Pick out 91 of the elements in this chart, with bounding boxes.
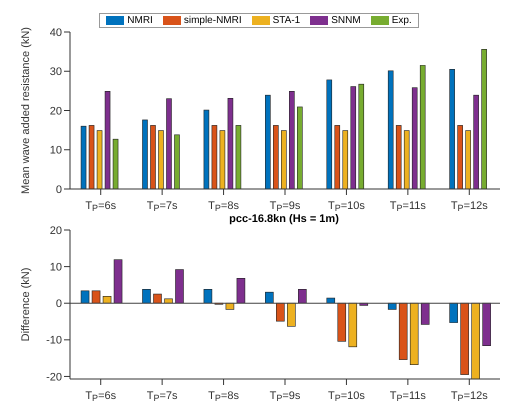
bar [80,126,86,189]
bar [350,86,356,189]
bar [410,302,418,366]
x-tick-label: T$_{P}$=7s [146,200,178,214]
bar [396,125,402,189]
bar [457,125,463,189]
x-tick-label: T$_{P}$=10s [328,200,366,214]
x-tick-label: T$_{P}$=12s [450,200,488,214]
y-axis-title: Mean wave added resistance (kN) [20,27,32,194]
bar [420,65,426,189]
bar [287,302,296,327]
bar [326,80,332,189]
bar [158,130,164,189]
bar [212,125,218,189]
bar [112,138,118,189]
bar [150,125,156,189]
x-tick-label: T$_{P}$=6s [85,390,117,404]
y-axis-title: Difference (kN) [20,268,32,342]
bar [412,87,418,189]
bar [471,302,480,379]
bar [398,302,408,360]
bar [174,134,180,189]
bar [420,302,430,325]
bar [80,290,90,304]
bar [142,120,148,189]
y-tick-label: -20 [46,371,62,384]
x-tick-label: T$_{P}$=11s [390,200,426,214]
x-tick-label: T$_{P}$=8s [208,200,240,214]
x-tick-label: T$_{P}$=9s [270,390,301,404]
bar [404,130,410,189]
bar [388,302,396,310]
bar [166,98,172,189]
y-tick-label: 20 [50,224,62,237]
bar [342,130,348,189]
y-tick-label: 0 [56,298,62,310]
bar [297,106,303,189]
bar [104,90,110,189]
legend-label: NMRI [126,15,153,26]
legend-label: SNNM [330,15,361,26]
y-tick-label: 40 [50,26,62,39]
bar [92,290,100,304]
x-tick-label: T$_{P}$=10s [328,390,366,404]
bar [236,125,242,189]
bar [337,302,346,342]
bar [298,289,307,304]
bar [473,94,479,189]
bar [228,98,234,189]
bar [204,289,212,304]
bar [334,125,340,189]
bar [482,302,491,346]
bar [88,125,94,189]
bar [388,70,394,189]
bar [265,292,274,304]
x-tick-label: T$_{P}$=9s [270,200,301,214]
x-tick-label: T$_{P}$=6s [85,200,117,214]
bar [220,130,226,189]
bar [348,302,358,348]
legend-label: STA-1 [272,15,300,26]
bar [449,68,455,189]
legend-label: simple-NMRI [182,15,242,26]
y-tick-label: 30 [50,66,62,78]
x-tick-label: T$_{P}$=8s [208,390,240,404]
y-tick-label: -10 [46,334,62,347]
x-tick-label: T$_{P}$=11s [390,390,426,404]
y-tick-label: 10 [50,262,62,274]
bar [276,302,285,322]
bar [289,90,295,189]
bar [273,125,279,189]
bar [96,130,102,189]
x-tick-label: T$_{P}$=12s [450,390,488,404]
bar [175,269,184,304]
bar [226,302,234,310]
bar [358,84,364,189]
bar [204,110,210,189]
y-tick-label: 0 [56,184,62,196]
y-tick-label: 20 [50,105,62,118]
bar [102,296,112,304]
bar [142,289,151,304]
bar [460,302,469,375]
bar [236,278,246,304]
x-tick-label: T$_{P}$=7s [146,390,178,404]
bar [449,302,458,323]
bar [153,294,162,304]
bar [481,48,487,189]
legend-label: Exp. [390,15,412,26]
y-tick-label: 10 [50,144,62,157]
chart-title: pcc-16.8kn (Hs = 1m) [228,213,340,225]
bar [465,130,471,189]
bar [265,94,271,189]
bar [114,259,122,304]
bar [281,130,287,189]
